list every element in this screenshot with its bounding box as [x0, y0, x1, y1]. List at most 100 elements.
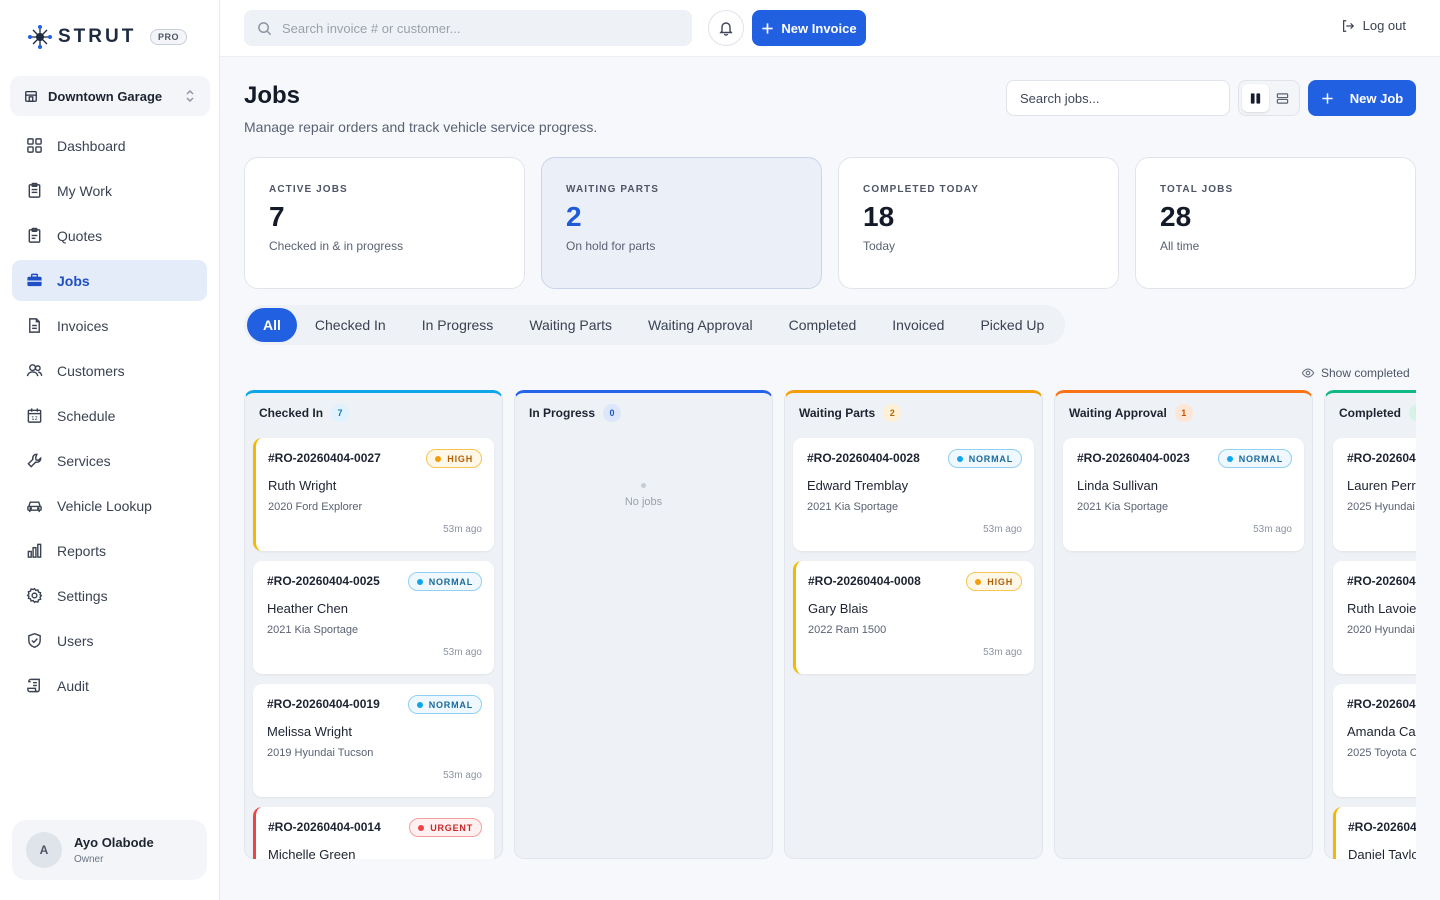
priority-dot-icon: [416, 578, 423, 585]
sidebar-item-audit[interactable]: Audit: [12, 665, 207, 706]
priority-label: NORMAL: [428, 699, 473, 710]
job-number: #RO-20260404-0019: [267, 697, 380, 711]
vehicle-info: 2022 Ram 1500: [808, 624, 887, 636]
user-profile[interactable]: A Ayo Olabode Owner: [12, 820, 207, 880]
column-count-badge: 1: [1174, 404, 1193, 422]
sidebar-item-invoices[interactable]: Invoices: [12, 305, 207, 346]
sidebar: STRUT PRO Downtown Garage Dashboard My W…: [0, 0, 220, 900]
sidebar-item-dashboard[interactable]: Dashboard: [12, 125, 207, 166]
priority-badge: NORMAL: [947, 449, 1022, 468]
page-title: Jobs: [244, 82, 301, 109]
filter-tab-picked-up[interactable]: Picked Up: [980, 317, 1045, 333]
sidebar-item-vehicle-lookup[interactable]: Vehicle Lookup: [12, 485, 207, 526]
user-role: Owner: [74, 854, 104, 865]
stat-card-total-jobs[interactable]: TOTAL JOBS 28 All time: [1135, 157, 1416, 289]
sidebar-item-label: Dashboard: [57, 137, 126, 154]
job-card[interactable]: #RO-20260404-0023 NORMAL Linda Sullivan 202…: [1063, 438, 1304, 551]
job-card[interactable]: #RO-20260404 Ruth Lavoie 2020 Hyundai: [1333, 561, 1416, 674]
logout-button[interactable]: Log out: [1341, 18, 1406, 33]
stat-card-waiting-parts[interactable]: WAITING PARTS 2 On hold for parts: [541, 157, 822, 289]
column-header[interactable]: In Progress 0: [515, 393, 772, 433]
customer-name: Lauren Perre: [1347, 478, 1416, 493]
job-card[interactable]: #RO-202604HIGHDaniel Taylo: [1333, 807, 1416, 859]
job-card[interactable]: #RO-20260404 Amanda Cam 2025 Toyota C: [1333, 684, 1416, 797]
show-completed-toggle[interactable]: Show completed: [1301, 366, 1410, 380]
filter-tab-in-progress[interactable]: In Progress: [421, 317, 494, 333]
sidebar-item-label: Services: [57, 452, 111, 469]
priority-label: HIGH: [447, 453, 473, 464]
time-ago: 53m ago: [443, 770, 482, 781]
stat-value: 18: [863, 201, 895, 232]
garage-selector[interactable]: Downtown Garage: [10, 76, 210, 116]
column-header[interactable]: Waiting Parts 2: [785, 393, 1042, 433]
job-card[interactable]: #RO-20260404 Lauren Perre 2025 Hyundai: [1333, 438, 1416, 551]
customer-name: Michelle Green: [268, 847, 356, 859]
filter-tab-waiting-approval[interactable]: Waiting Approval: [648, 317, 753, 333]
stat-note: Checked in & in progress: [269, 239, 404, 253]
kanban-column-waiting-parts: Waiting Parts 2 #RO-20260404-0028 NORMAL Edw…: [784, 390, 1043, 859]
sidebar-item-my-work[interactable]: My Work: [12, 170, 207, 211]
brand-logo[interactable]: STRUT: [26, 24, 136, 50]
filter-tab-checked-in[interactable]: Checked In: [314, 317, 386, 333]
stat-note: Today: [863, 239, 896, 253]
time-ago: 53m ago: [1253, 524, 1292, 535]
stat-card-completed-today[interactable]: COMPLETED TODAY 18 Today: [838, 157, 1119, 289]
filter-tab-all[interactable]: All: [247, 308, 297, 342]
new-invoice-button[interactable]: New Invoice: [752, 10, 866, 46]
sidebar-item-quotes[interactable]: Quotes: [12, 215, 207, 256]
time-ago: 53m ago: [443, 647, 482, 658]
sidebar-item-settings[interactable]: Settings: [12, 575, 207, 616]
priority-dot-icon: [418, 824, 425, 831]
sidebar-item-users[interactable]: Users: [12, 620, 207, 661]
vehicle-info: 2021 Kia Sportage: [807, 501, 899, 513]
job-card[interactable]: #RO-20260404-0008 HIGH Gary Blais 2022 Ram …: [793, 561, 1034, 674]
plus-icon: [1322, 92, 1333, 104]
dashboard-icon: [27, 138, 42, 153]
logo-icon: [28, 25, 52, 49]
notifications-button[interactable]: [708, 10, 744, 46]
job-card[interactable]: #RO-20260404-0027 HIGH Ruth Wright 2020 For…: [253, 438, 494, 551]
stat-label: WAITING PARTS: [566, 184, 660, 195]
sidebar-item-label: Customers: [57, 362, 125, 379]
customer-name: Edward Tremblay: [807, 478, 909, 493]
new-job-button[interactable]: New Job: [1308, 80, 1416, 116]
job-card[interactable]: #RO-20260404-0028 NORMAL Edward Tremblay 20…: [793, 438, 1034, 551]
logout-label: Log out: [1362, 18, 1406, 33]
customer-name: Melissa Wright: [267, 724, 353, 739]
job-card[interactable]: #RO-20260404-0025 NORMAL Heather Chen 2021 …: [253, 561, 494, 674]
list-view-button[interactable]: [1269, 84, 1296, 112]
filter-tab-completed[interactable]: Completed: [788, 317, 857, 333]
bar-chart-icon: [27, 543, 42, 558]
column-title: Waiting Parts: [799, 406, 876, 420]
job-number: #RO-20260404: [1347, 697, 1416, 711]
sidebar-item-schedule[interactable]: 12 Schedule: [12, 395, 207, 436]
priority-badge: HIGH: [966, 572, 1022, 591]
stat-card-active-jobs[interactable]: ACTIVE JOBS 7 Checked in & in progress: [244, 157, 525, 289]
global-search-input[interactable]: [282, 20, 662, 36]
job-card[interactable]: #RO-20260404-0019 NORMAL Melissa Wright 201…: [253, 684, 494, 797]
brand-name: STRUT: [58, 26, 137, 47]
column-count-badge: 7: [331, 404, 350, 422]
jobs-search-input[interactable]: [1020, 90, 1220, 106]
customer-name: Heather Chen: [267, 601, 348, 616]
sidebar-item-customers[interactable]: Customers: [12, 350, 207, 391]
column-header[interactable]: Waiting Approval 1: [1055, 393, 1312, 433]
job-card[interactable]: #RO-20260404-0014 URGENT Michelle Green: [253, 807, 494, 859]
board-view-button[interactable]: [1242, 84, 1269, 112]
vehicle-info: 2020 Hyundai: [1347, 624, 1415, 636]
sidebar-item-reports[interactable]: Reports: [12, 530, 207, 571]
priority-label: NORMAL: [1238, 453, 1283, 464]
priority-badge: NORMAL: [407, 572, 482, 591]
time-ago: 53m ago: [443, 524, 482, 535]
job-number: #RO-20260404: [1347, 451, 1416, 465]
sidebar-item-jobs[interactable]: Jobs: [12, 260, 207, 301]
eye-icon: [1301, 368, 1315, 378]
column-header[interactable]: Checked In 7: [245, 393, 502, 433]
sidebar-item-services[interactable]: Services: [12, 440, 207, 481]
filter-tab-invoiced[interactable]: Invoiced: [892, 317, 945, 333]
global-search[interactable]: [244, 10, 692, 46]
priority-label: NORMAL: [428, 576, 473, 587]
filter-tab-waiting-parts[interactable]: Waiting Parts: [529, 317, 613, 333]
jobs-search[interactable]: [1006, 80, 1230, 116]
column-header[interactable]: Completed 7: [1325, 393, 1416, 433]
